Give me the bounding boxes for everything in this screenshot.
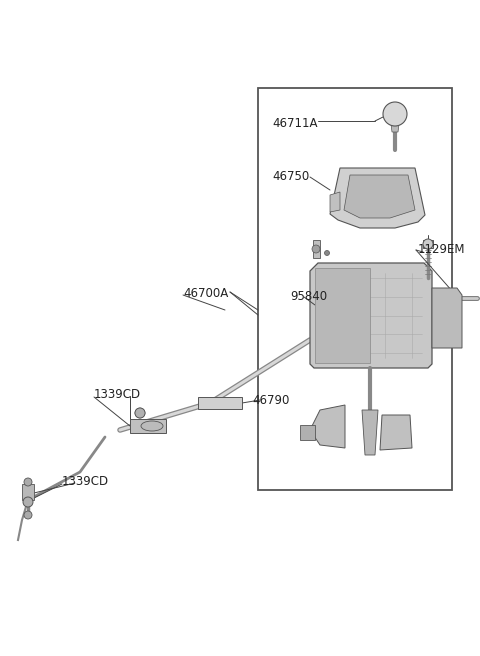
Polygon shape [315,268,370,363]
Polygon shape [362,410,378,455]
Polygon shape [310,263,432,368]
Circle shape [324,251,329,255]
Text: 46700A: 46700A [183,287,228,300]
Polygon shape [423,240,433,248]
Circle shape [423,239,433,249]
Text: 1339CD: 1339CD [62,475,109,488]
Text: 95840: 95840 [290,290,327,303]
Circle shape [135,408,145,418]
Polygon shape [300,425,315,440]
Bar [198,397,242,409]
Text: 46711A: 46711A [272,117,317,130]
Polygon shape [310,405,345,448]
Bar [258,88,452,490]
Polygon shape [22,484,34,500]
Polygon shape [330,192,340,212]
Polygon shape [432,288,462,348]
Ellipse shape [141,421,163,431]
Text: 1129EM: 1129EM [418,243,466,256]
Polygon shape [380,415,412,450]
Circle shape [24,478,32,486]
Circle shape [24,511,32,519]
Polygon shape [130,419,166,433]
Polygon shape [344,175,415,218]
Circle shape [383,102,407,126]
Circle shape [23,497,33,507]
Polygon shape [313,240,320,258]
Text: 46750: 46750 [272,170,309,183]
Text: 46790: 46790 [252,394,289,407]
Text: 1339CD: 1339CD [94,388,141,401]
Circle shape [312,245,320,253]
Polygon shape [391,124,399,132]
Polygon shape [330,168,425,228]
Circle shape [135,408,145,418]
